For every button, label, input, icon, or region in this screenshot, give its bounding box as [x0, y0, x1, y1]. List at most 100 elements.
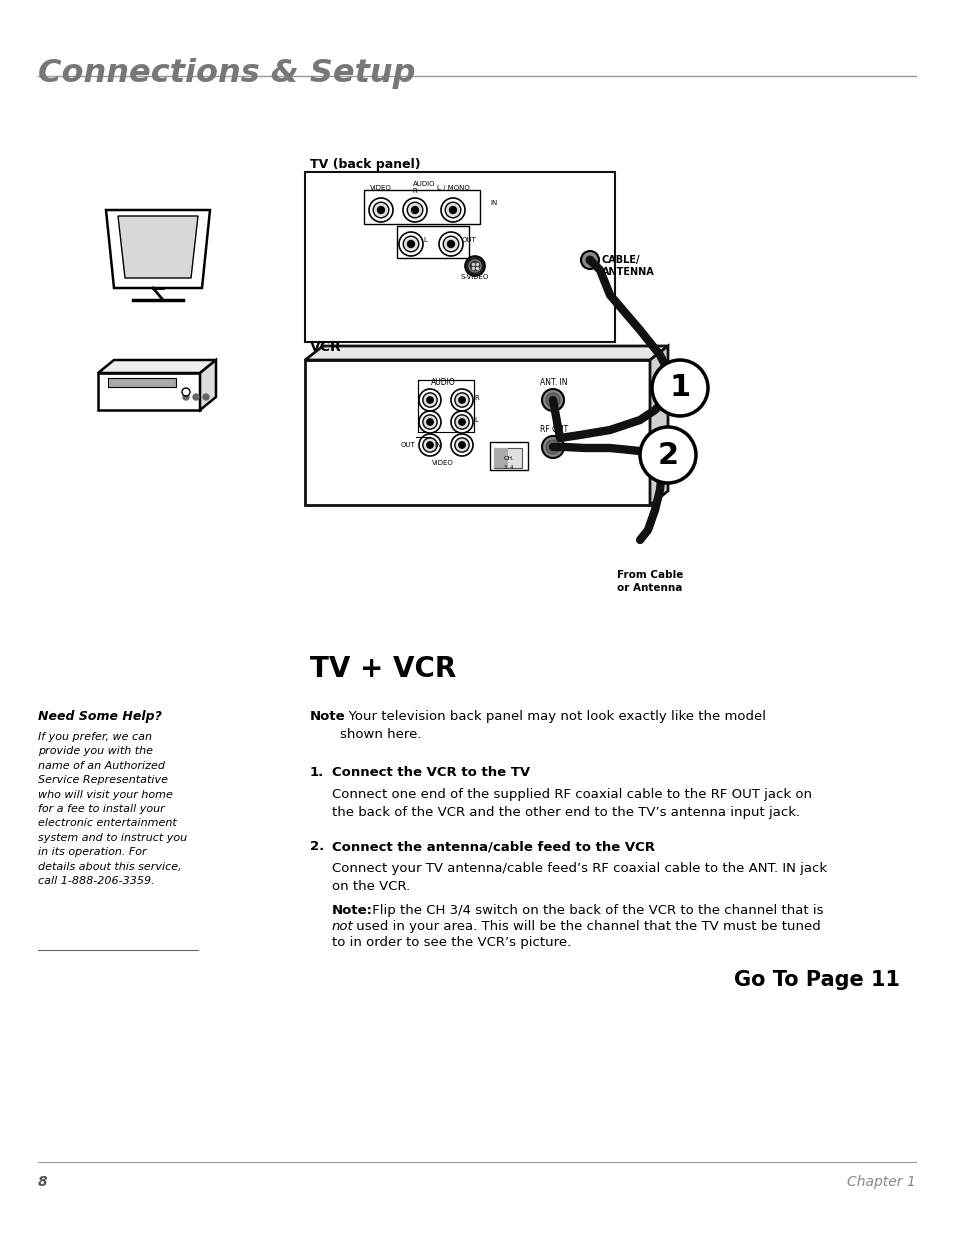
Text: used in your area. This will be the channel that the TV must be tuned: used in your area. This will be the chan…	[352, 920, 820, 932]
Text: OUT: OUT	[461, 237, 476, 243]
Circle shape	[639, 427, 696, 483]
Circle shape	[182, 388, 190, 396]
Text: Go To Page 11: Go To Page 11	[733, 969, 899, 990]
Text: L / MONO: L / MONO	[436, 185, 469, 191]
Circle shape	[580, 251, 598, 269]
Bar	[305, 172, 615, 342]
Text: 1.: 1.	[310, 766, 324, 779]
Circle shape	[422, 393, 436, 408]
Circle shape	[458, 396, 465, 404]
Text: 1: 1	[669, 373, 690, 403]
Text: CH.: CH.	[503, 456, 514, 461]
Text: Connect the antenna/cable feed to the VCR: Connect the antenna/cable feed to the VC…	[332, 840, 655, 853]
Text: L: L	[474, 417, 477, 424]
Text: L: L	[422, 237, 427, 243]
Circle shape	[422, 415, 436, 429]
Text: : Your television back panel may not look exactly like the model
shown here.: : Your television back panel may not loo…	[339, 710, 765, 741]
Circle shape	[541, 389, 563, 411]
Circle shape	[418, 433, 440, 456]
Text: R: R	[413, 188, 416, 194]
Polygon shape	[200, 359, 215, 410]
Circle shape	[447, 241, 455, 247]
Circle shape	[183, 394, 189, 400]
Text: IN: IN	[434, 442, 441, 448]
Text: to in order to see the VCR’s picture.: to in order to see the VCR’s picture.	[332, 936, 571, 948]
Circle shape	[193, 394, 199, 400]
Text: not: not	[332, 920, 354, 932]
Circle shape	[438, 232, 462, 256]
Circle shape	[407, 241, 415, 247]
Circle shape	[411, 206, 418, 214]
Polygon shape	[305, 346, 667, 359]
Circle shape	[550, 396, 556, 403]
Polygon shape	[98, 359, 215, 373]
Text: Connect one end of the supplied RF coaxial cable to the RF OUT jack on
the back : Connect one end of the supplied RF coaxi…	[332, 788, 811, 819]
Circle shape	[418, 411, 440, 433]
Text: 2: 2	[657, 441, 678, 469]
Text: OUT: OUT	[400, 442, 415, 448]
Circle shape	[455, 438, 469, 452]
Circle shape	[455, 415, 469, 429]
Text: R: R	[474, 395, 478, 401]
Text: AUDIO: AUDIO	[430, 378, 455, 387]
Circle shape	[545, 393, 559, 408]
Text: CABLE/
ANTENNA: CABLE/ ANTENNA	[601, 254, 654, 278]
Bar	[108, 378, 175, 387]
Text: S-VIDEO: S-VIDEO	[460, 274, 489, 280]
Circle shape	[651, 359, 707, 416]
Circle shape	[458, 442, 465, 448]
Polygon shape	[106, 210, 210, 288]
Circle shape	[440, 198, 464, 222]
Text: Note:: Note:	[332, 904, 373, 918]
Circle shape	[585, 256, 594, 264]
Text: RF OUT: RF OUT	[539, 425, 568, 433]
Circle shape	[373, 203, 389, 217]
Text: Flip the CH 3/4 switch on the back of the VCR to the channel that is: Flip the CH 3/4 switch on the back of th…	[368, 904, 822, 918]
Circle shape	[426, 442, 433, 448]
Circle shape	[458, 419, 465, 425]
Text: 2.: 2.	[310, 840, 324, 853]
Text: 3  4: 3 4	[504, 466, 513, 471]
Circle shape	[402, 198, 427, 222]
Circle shape	[203, 394, 209, 400]
Circle shape	[443, 236, 458, 252]
Text: VIDEO: VIDEO	[370, 185, 392, 191]
Circle shape	[445, 203, 460, 217]
Circle shape	[469, 261, 480, 272]
Text: TV + VCR: TV + VCR	[310, 655, 456, 683]
Circle shape	[545, 440, 559, 454]
Circle shape	[449, 206, 456, 214]
Circle shape	[398, 232, 422, 256]
Circle shape	[407, 203, 422, 217]
Bar	[417, 380, 474, 432]
Text: IN: IN	[490, 200, 497, 206]
Polygon shape	[98, 373, 200, 410]
Circle shape	[422, 438, 436, 452]
Circle shape	[550, 445, 556, 450]
Circle shape	[426, 396, 433, 404]
Circle shape	[451, 389, 473, 411]
Circle shape	[377, 206, 384, 214]
Polygon shape	[649, 346, 667, 505]
Text: Chapter 1: Chapter 1	[846, 1174, 915, 1189]
Circle shape	[369, 198, 393, 222]
Bar	[305, 359, 649, 505]
Text: Connect your TV antenna/cable feed’s RF coaxial cable to the ANT. IN jack
on the: Connect your TV antenna/cable feed’s RF …	[332, 862, 826, 893]
Text: VCR: VCR	[310, 340, 341, 354]
Bar	[490, 442, 527, 471]
Text: From Cable
or Antenna: From Cable or Antenna	[617, 571, 682, 593]
Circle shape	[464, 256, 484, 275]
Polygon shape	[118, 216, 198, 278]
Text: VIDEO: VIDEO	[432, 459, 454, 466]
Circle shape	[418, 389, 440, 411]
Circle shape	[455, 393, 469, 408]
Circle shape	[451, 433, 473, 456]
Bar	[396, 226, 469, 258]
Text: Connections & Setup: Connections & Setup	[38, 58, 416, 89]
Text: Connect the VCR to the TV: Connect the VCR to the TV	[332, 766, 530, 779]
Circle shape	[403, 236, 418, 252]
Text: AUDIO: AUDIO	[413, 182, 435, 186]
Bar	[494, 448, 507, 468]
Circle shape	[426, 419, 433, 425]
Text: Need Some Help?: Need Some Help?	[38, 710, 162, 722]
